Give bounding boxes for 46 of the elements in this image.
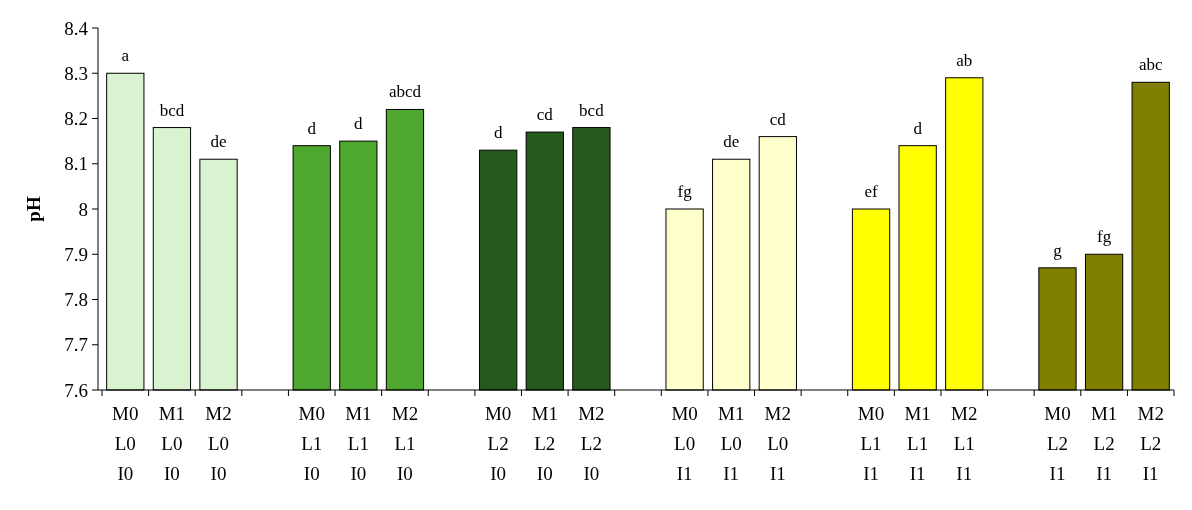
y-tick-label: 7.7 (64, 334, 88, 356)
x-tick-label: M0 L2 I1 (1044, 403, 1071, 484)
data-label: d (493, 123, 503, 143)
data-label: fg (1097, 227, 1112, 247)
x-tick-label: M2 L2 I0 (578, 403, 605, 484)
data-label: g (1053, 240, 1063, 260)
y-axis-title: pH (23, 196, 44, 222)
data-label: abc (1138, 55, 1163, 75)
data-label: a (121, 46, 130, 66)
data-label: d (307, 118, 317, 138)
x-tick-label: M0 L1 I1 (857, 403, 885, 484)
y-tick-label: 8.4 (64, 17, 89, 39)
x-tick-label: M0 L0 I1 (671, 403, 698, 484)
data-label: cd (536, 105, 554, 125)
y-tick-label: 7.8 (64, 289, 88, 311)
x-tick-label: M2 L2 I1 (1137, 403, 1164, 484)
x-tick-label: M1 L2 I0 (531, 403, 558, 484)
x-tick-label: M1 L1 I0 (345, 403, 372, 484)
x-tick-label: M0 L0 I0 (112, 403, 139, 484)
x-tick-label: M2 L0 I0 (205, 403, 232, 484)
x-tick-label: M2 L1 I0 (391, 403, 419, 484)
x-tick-label: M1 L0 I1 (718, 403, 745, 484)
data-label: cd (769, 109, 787, 129)
x-tick-label: M2 L0 I1 (764, 403, 792, 484)
x-tick-label: M1 L1 I1 (904, 403, 931, 484)
y-tick-label: 8.3 (64, 62, 88, 84)
y-tick-label: 7.9 (64, 243, 88, 265)
y-tick-label: 8.1 (64, 153, 88, 175)
data-label: bcd (579, 100, 605, 120)
y-tick-label: 8 (78, 198, 88, 220)
data-label: abcd (388, 82, 422, 102)
x-tick-label: M0 L2 I0 (484, 403, 512, 484)
y-tick-label: 8.2 (64, 108, 88, 130)
y-tick-label: 7.6 (64, 379, 88, 401)
data-label: d (354, 114, 364, 134)
data-label: fg (677, 182, 693, 201)
data-label: ef (864, 182, 878, 201)
x-tick-label: M2 L1 I1 (951, 403, 978, 484)
x-tick-label: M1 L0 I0 (158, 403, 186, 484)
data-label: d (913, 118, 923, 138)
data-label: ab (956, 50, 973, 70)
data-label: de (723, 132, 740, 152)
x-tick-label: M0 L1 I0 (298, 403, 325, 484)
data-label: de (210, 132, 227, 152)
data-label: bcd (159, 100, 185, 120)
x-tick-label: M1 L2 I1 (1090, 403, 1118, 484)
